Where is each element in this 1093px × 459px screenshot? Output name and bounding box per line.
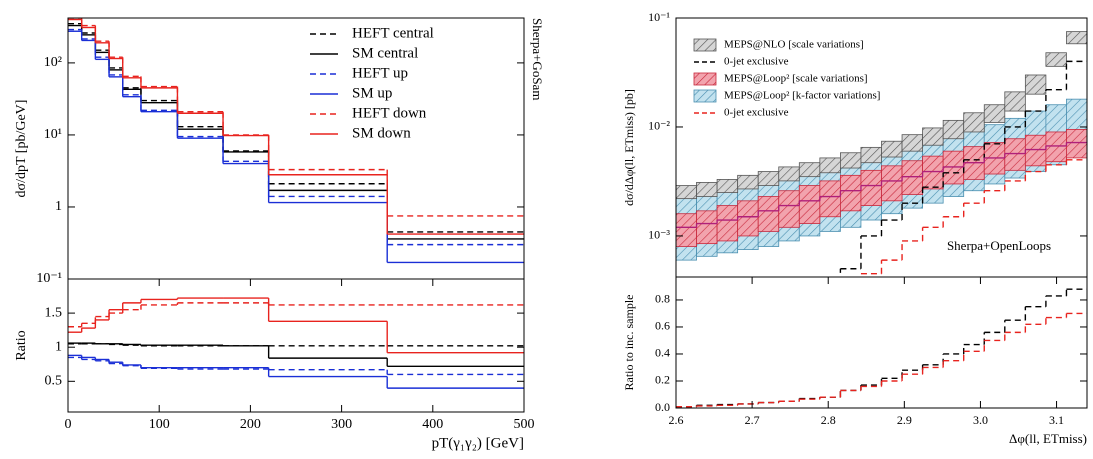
legend-label: 0-jet exclusive xyxy=(724,56,789,68)
y-tick-label: 0.0 xyxy=(655,400,670,414)
band xyxy=(840,152,862,169)
band xyxy=(942,119,965,140)
band xyxy=(1004,138,1026,171)
band xyxy=(696,210,718,245)
band xyxy=(983,104,1006,123)
band xyxy=(1045,131,1067,163)
band xyxy=(1066,128,1087,159)
y-tick-label: 10¹ xyxy=(44,127,62,142)
legend-label: MEPS@Loop² [k-factor variations] xyxy=(724,90,880,102)
y-tick-label: 0.6 xyxy=(655,319,670,333)
band xyxy=(798,162,821,178)
y-tick-label: 0.2 xyxy=(655,373,670,387)
band xyxy=(716,179,739,193)
y-tick-label: 10⁻¹ xyxy=(648,10,670,24)
band xyxy=(922,155,944,190)
x-tick-label: 2.9 xyxy=(897,413,912,427)
x-tick-label: 100 xyxy=(149,417,170,432)
frame xyxy=(67,278,525,413)
y-axis-label: Ratio xyxy=(14,330,29,360)
legend-swatch xyxy=(693,38,717,52)
band xyxy=(737,174,759,190)
band xyxy=(860,146,882,164)
y-tick-label: 0.8 xyxy=(655,292,670,306)
plot-area xyxy=(68,297,524,389)
y-tick-label: 10² xyxy=(44,55,62,70)
band xyxy=(819,157,841,174)
y-tick-label: 10⁻³ xyxy=(648,228,670,242)
band xyxy=(778,190,800,228)
y-tick-label: 1.5 xyxy=(45,305,63,320)
frame xyxy=(675,276,1088,409)
band xyxy=(1024,74,1047,95)
band xyxy=(676,185,697,200)
x-tick-label: 200 xyxy=(240,417,261,432)
band xyxy=(716,205,739,242)
y-tick-label: 10⁻¹ xyxy=(36,271,62,286)
y-axis-label: dσ/dΔφ(ll, ETmiss) [pb] xyxy=(622,89,636,206)
legend-label: MEPS@NLO [scale variations] xyxy=(724,39,864,51)
x-tick-label: 400 xyxy=(422,417,443,432)
legend-swatch xyxy=(693,72,717,86)
x-tick-label: 300 xyxy=(331,417,352,432)
band xyxy=(1024,134,1047,167)
x-tick-label: 2.8 xyxy=(821,413,836,427)
band xyxy=(737,200,759,237)
legend-swatch xyxy=(693,89,717,103)
band xyxy=(1004,91,1026,112)
band xyxy=(798,185,821,224)
x-tick-label: 3.0 xyxy=(973,413,988,427)
legend-label: HEFT central xyxy=(352,25,434,41)
band xyxy=(922,127,944,146)
annotation: Sherpa+OpenLoops xyxy=(947,238,1051,253)
band xyxy=(819,180,841,218)
plot-area xyxy=(676,288,1087,408)
band xyxy=(757,196,780,232)
y-axis-label: dσ/dpT [pb/GeV] xyxy=(14,100,29,198)
plot-area xyxy=(68,18,524,264)
band xyxy=(676,213,697,247)
band xyxy=(963,112,985,133)
frame xyxy=(67,17,525,280)
band xyxy=(1045,52,1067,67)
x-tick-label: 0 xyxy=(65,417,72,432)
band xyxy=(881,165,903,202)
band xyxy=(696,181,718,197)
legend-label: SM up xyxy=(352,85,392,101)
annotation: Sherpa+GoSam xyxy=(530,18,545,100)
y-tick-label: 1 xyxy=(55,199,62,214)
x-tick-label: 2.7 xyxy=(745,413,760,427)
y-tick-label: 0.5 xyxy=(45,374,63,389)
band xyxy=(860,169,882,206)
legend-label: MEPS@Loop² [scale variations] xyxy=(724,73,868,85)
x-axis-label: Δφ(ll, ETmiss) xyxy=(1009,431,1087,446)
legend-label: SM down xyxy=(352,125,411,141)
x-tick-label: 500 xyxy=(514,417,535,432)
y-tick-label: 0.4 xyxy=(655,346,670,360)
legend-label: SM central xyxy=(352,45,418,61)
legend-label: HEFT down xyxy=(352,105,427,121)
plot-area xyxy=(676,31,1087,277)
x-axis-label: pT(γ₁γ₂) [GeV] xyxy=(432,435,524,451)
y-tick-label: 1 xyxy=(55,339,62,354)
band xyxy=(1066,31,1087,45)
x-tick-label: 3.1 xyxy=(1049,413,1064,427)
x-tick-label: 2.6 xyxy=(669,413,684,427)
band xyxy=(901,134,923,152)
y-tick-label: 10⁻² xyxy=(648,119,670,133)
legend-label: HEFT up xyxy=(352,65,408,81)
band xyxy=(840,174,862,212)
y-axis-label: Ratio to inc. sample xyxy=(622,295,636,391)
band xyxy=(881,140,903,158)
band xyxy=(901,160,923,195)
band xyxy=(757,171,780,186)
band xyxy=(778,166,800,182)
legend-label: 0-jet exclusive xyxy=(724,107,789,119)
